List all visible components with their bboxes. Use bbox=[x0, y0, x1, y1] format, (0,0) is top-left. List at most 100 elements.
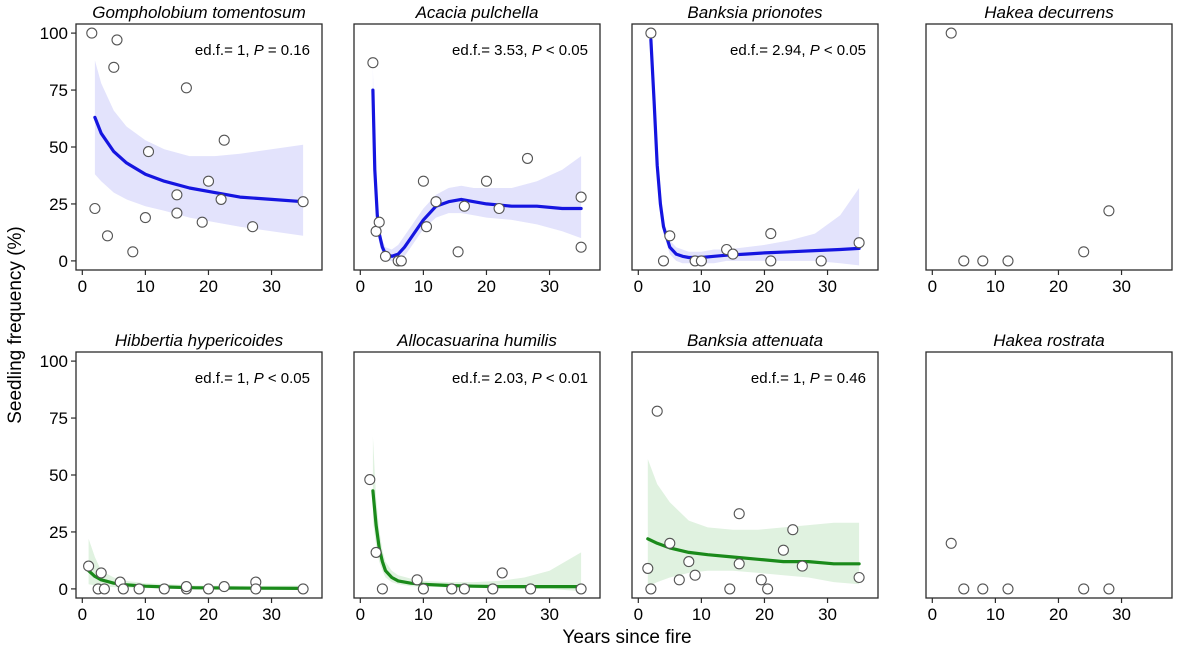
data-point bbox=[417, 583, 429, 595]
data-point bbox=[180, 82, 192, 94]
edf-text: ed.f.= 1, bbox=[195, 42, 254, 59]
data-point bbox=[575, 191, 587, 203]
data-point bbox=[796, 560, 808, 572]
x-tick-label: 20 bbox=[199, 605, 218, 624]
y-axis-label: Seedling frequency (%) bbox=[5, 226, 26, 424]
fit-line bbox=[86, 569, 305, 591]
x-tick-label: 20 bbox=[755, 277, 774, 296]
data-point bbox=[765, 228, 777, 240]
data-point bbox=[196, 216, 208, 228]
x-tick-label: 0 bbox=[928, 277, 937, 296]
data-point bbox=[171, 207, 183, 219]
panel-frame bbox=[631, 351, 879, 599]
x-tick-label: 0 bbox=[634, 277, 643, 296]
data-point bbox=[420, 221, 433, 233]
p-label: P bbox=[810, 370, 820, 387]
panel-title: Hibbertia hypericoides bbox=[115, 331, 284, 350]
data-point bbox=[755, 574, 767, 586]
x-tick-label: 10 bbox=[136, 277, 155, 296]
model-annotation: ed.f.= 2.03, P < 0.01 bbox=[452, 370, 588, 387]
data-point bbox=[108, 61, 120, 73]
model-annotation: ed.f.= 2.94, P < 0.05 bbox=[730, 42, 866, 59]
data-point bbox=[202, 175, 215, 187]
data-point bbox=[496, 567, 508, 579]
x-tick-label: 30 bbox=[818, 605, 837, 624]
data-point bbox=[218, 134, 230, 146]
data-point bbox=[458, 583, 470, 595]
panel-title: Banksia attenuata bbox=[687, 331, 823, 350]
data-point bbox=[364, 474, 376, 486]
data-point bbox=[367, 57, 379, 69]
panel: Banksia attenuata 0 10 20 30 ed.f.= 1, P = 0.… bbox=[631, 331, 879, 624]
y-tick-label: 100 bbox=[40, 24, 68, 43]
data-point bbox=[133, 583, 145, 595]
data-point bbox=[370, 225, 382, 237]
data-point bbox=[395, 255, 407, 267]
data-point bbox=[139, 212, 151, 224]
panel-frame bbox=[925, 23, 1173, 271]
data-point bbox=[727, 248, 739, 260]
data-point bbox=[446, 583, 458, 595]
data-point bbox=[142, 146, 155, 158]
y-tick-label: 0 bbox=[59, 580, 68, 599]
panel-frame bbox=[925, 351, 1173, 599]
data-point bbox=[452, 246, 464, 258]
data-point bbox=[525, 583, 537, 595]
panel: Allocasuarina humilis 0 10 20 30 ed.f.= 2.03,… bbox=[353, 331, 601, 624]
p-label: P bbox=[254, 42, 264, 59]
x-tick-label: 30 bbox=[818, 277, 837, 296]
data-point bbox=[1002, 255, 1014, 267]
panel: Gompholobium tomentosum 0 10 20 30 0 25 50 75 100… bbox=[40, 3, 323, 296]
x-tick-label: 0 bbox=[356, 277, 365, 296]
x-tick-label: 20 bbox=[477, 605, 496, 624]
x-tick-label: 0 bbox=[928, 605, 937, 624]
data-point bbox=[958, 583, 970, 595]
x-tick-label: 30 bbox=[540, 605, 559, 624]
data-point bbox=[724, 583, 736, 595]
panel-title: Allocasuarina humilis bbox=[396, 331, 557, 350]
confidence-band bbox=[372, 67, 582, 261]
x-tick-label: 0 bbox=[78, 277, 87, 296]
fit-line bbox=[371, 88, 583, 258]
data-point bbox=[733, 508, 745, 520]
p-label: P bbox=[810, 42, 820, 59]
data-point bbox=[645, 27, 657, 39]
data-point bbox=[1078, 583, 1090, 595]
data-point bbox=[642, 562, 654, 574]
p-label: P bbox=[532, 42, 542, 59]
panel-title: Hakea rostrata bbox=[993, 331, 1105, 350]
edf-text: ed.f.= 1, bbox=[195, 370, 254, 387]
p-value: < 0.05 bbox=[264, 370, 310, 387]
data-point bbox=[945, 27, 957, 39]
data-point bbox=[117, 583, 129, 595]
panel: Hakea rostrata 0 10 20 30 bbox=[925, 331, 1173, 624]
data-point bbox=[762, 583, 774, 595]
data-point bbox=[664, 230, 676, 242]
confidence-band bbox=[88, 538, 304, 589]
panel-frame bbox=[631, 23, 879, 271]
panel: Hakea decurrens 0 10 20 30 bbox=[925, 3, 1173, 296]
data-point bbox=[575, 241, 587, 253]
model-annotation: ed.f.= 1, P = 0.46 bbox=[751, 370, 866, 387]
confidence-band bbox=[650, 26, 860, 266]
data-point bbox=[89, 202, 101, 215]
data-point bbox=[815, 255, 827, 267]
data-point bbox=[86, 27, 98, 39]
x-tick-label: 30 bbox=[1112, 605, 1131, 624]
data-point bbox=[853, 571, 865, 584]
data-point bbox=[1103, 583, 1115, 595]
data-point bbox=[297, 196, 309, 208]
data-point bbox=[411, 574, 423, 586]
y-tick-label: 25 bbox=[49, 195, 68, 214]
data-point bbox=[977, 583, 989, 595]
panel-frame bbox=[353, 351, 601, 599]
x-tick-label: 10 bbox=[692, 277, 711, 296]
panel-frame bbox=[353, 23, 601, 271]
data-point bbox=[977, 255, 989, 267]
data-point bbox=[83, 560, 95, 572]
data-point bbox=[645, 583, 657, 595]
data-point bbox=[417, 175, 429, 187]
data-point bbox=[673, 574, 685, 586]
data-point bbox=[1078, 246, 1090, 258]
data-point bbox=[657, 255, 670, 267]
